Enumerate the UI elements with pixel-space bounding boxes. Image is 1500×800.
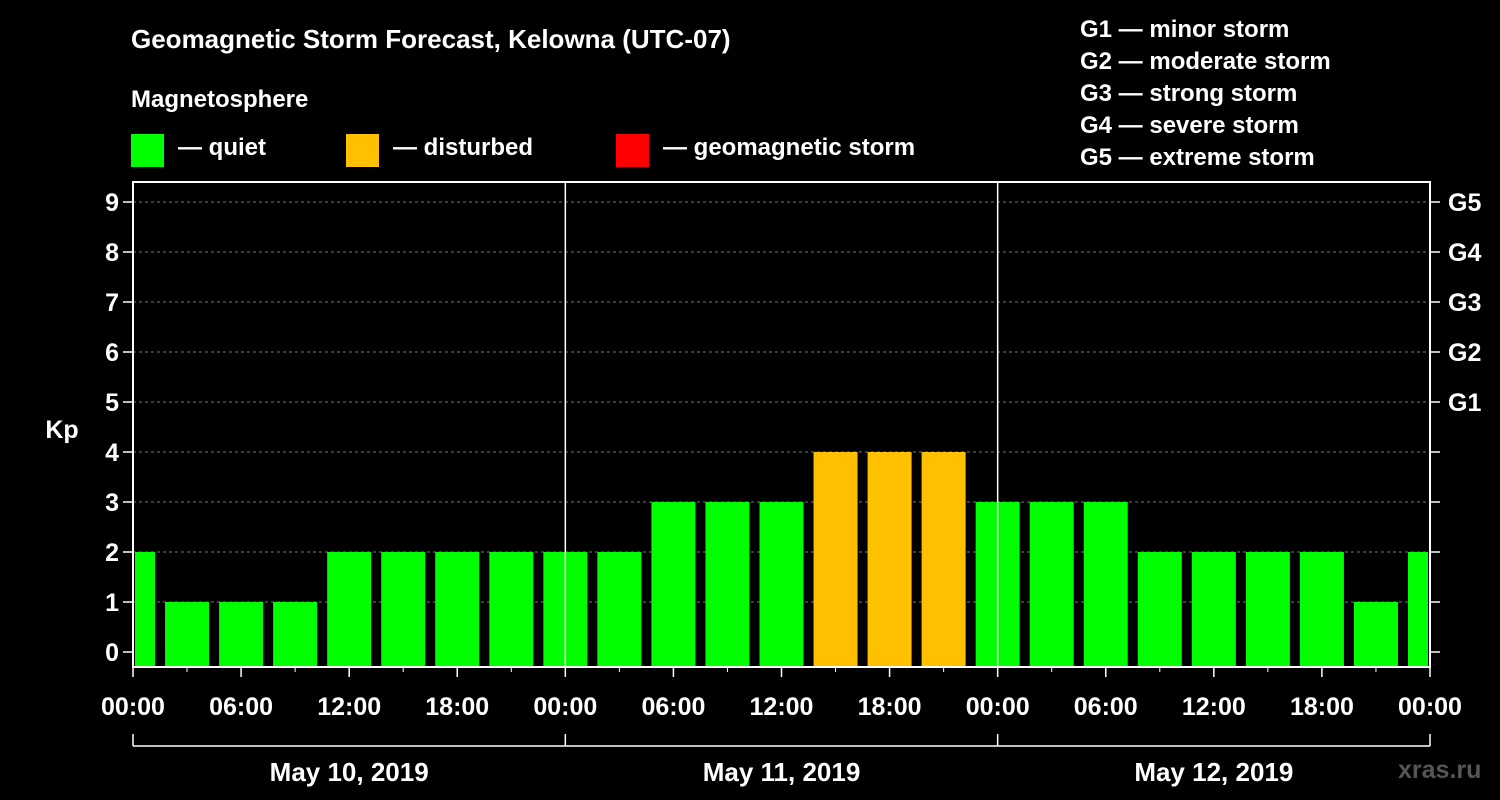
y-axis-label: Kp (45, 416, 78, 444)
y-tick-label: 6 (105, 339, 119, 367)
y-tick-label: 7 (105, 289, 119, 317)
y-tick-label: 0 (105, 639, 119, 667)
x-tick-label: 06:00 (1074, 693, 1138, 721)
kp-bar (1191, 552, 1236, 667)
x-tick-label: 12:00 (1182, 693, 1246, 721)
x-tick-label: 00:00 (1398, 693, 1462, 721)
legend-label-quiet: — quiet (178, 134, 266, 161)
kp-bar (1083, 502, 1128, 667)
y-tick-label: 5 (105, 389, 119, 417)
g-tick-label: G2 (1448, 339, 1481, 367)
g-scale-item: G2 — moderate storm (1080, 48, 1331, 75)
kp-bar (1245, 552, 1290, 667)
legend-label-storm: — geomagnetic storm (663, 134, 916, 161)
kp-bar (867, 452, 912, 667)
g-tick-label: G5 (1448, 189, 1481, 217)
legend-swatch-quiet (131, 134, 164, 167)
kp-bar (1408, 552, 1428, 667)
x-tick-label: 00:00 (101, 693, 165, 721)
kp-bar (381, 552, 426, 667)
g-scale-item: G5 — extreme storm (1080, 144, 1315, 171)
legend-swatch-disturbed (346, 134, 379, 167)
kp-bar (705, 502, 750, 667)
kp-bar (759, 502, 804, 667)
date-label: May 11, 2019 (703, 757, 861, 787)
g-scale-item: G1 — minor storm (1080, 16, 1290, 43)
x-tick-label: 18:00 (858, 693, 922, 721)
x-tick-label: 06:00 (641, 693, 705, 721)
date-label: May 10, 2019 (270, 757, 429, 787)
y-tick-label: 4 (105, 439, 119, 467)
g-tick-label: G1 (1448, 389, 1481, 417)
g-tick-label: G4 (1448, 239, 1481, 267)
kp-bar (435, 552, 480, 667)
kp-bar (165, 602, 210, 667)
kp-bar (489, 552, 534, 667)
kp-bar (327, 552, 372, 667)
y-tick-label: 2 (105, 539, 119, 567)
kp-bar (813, 452, 858, 667)
g-scale-item: G3 — strong storm (1080, 80, 1298, 107)
x-tick-label: 12:00 (750, 693, 814, 721)
legend-swatch-storm (616, 134, 649, 167)
chart-title: Geomagnetic Storm Forecast, Kelowna (UTC… (131, 24, 731, 54)
g-scale-item: G4 — severe storm (1080, 112, 1299, 139)
y-tick-label: 1 (105, 589, 119, 617)
x-tick-label: 06:00 (209, 693, 273, 721)
date-label: May 12, 2019 (1134, 757, 1293, 787)
kp-bar (921, 452, 966, 667)
y-tick-label: 3 (105, 489, 119, 517)
y-tick-label: 8 (105, 239, 119, 267)
kp-bar (1137, 552, 1182, 667)
watermark: xras.ru (1398, 756, 1482, 784)
x-tick-label: 18:00 (425, 693, 489, 721)
kp-bar (597, 552, 642, 667)
legend-title: Magnetosphere (131, 86, 309, 113)
legend-label-disturbed: — disturbed (393, 134, 534, 161)
kp-bar (1299, 552, 1344, 667)
kp-bar (1029, 502, 1074, 667)
y-tick-label: 9 (105, 189, 119, 217)
g-tick-label: G3 (1448, 289, 1481, 317)
kp-bar (651, 502, 696, 667)
x-tick-label: 12:00 (317, 693, 381, 721)
kp-bar (219, 602, 264, 667)
x-tick-label: 00:00 (533, 693, 597, 721)
g-scale-legend: G1 — minor storm G2 — moderate storm G3 … (1080, 14, 1331, 174)
kp-bar (135, 552, 155, 667)
kp-bar (1353, 602, 1398, 667)
x-tick-label: 00:00 (966, 693, 1030, 721)
x-tick-label: 18:00 (1290, 693, 1354, 721)
kp-bar (273, 602, 318, 667)
